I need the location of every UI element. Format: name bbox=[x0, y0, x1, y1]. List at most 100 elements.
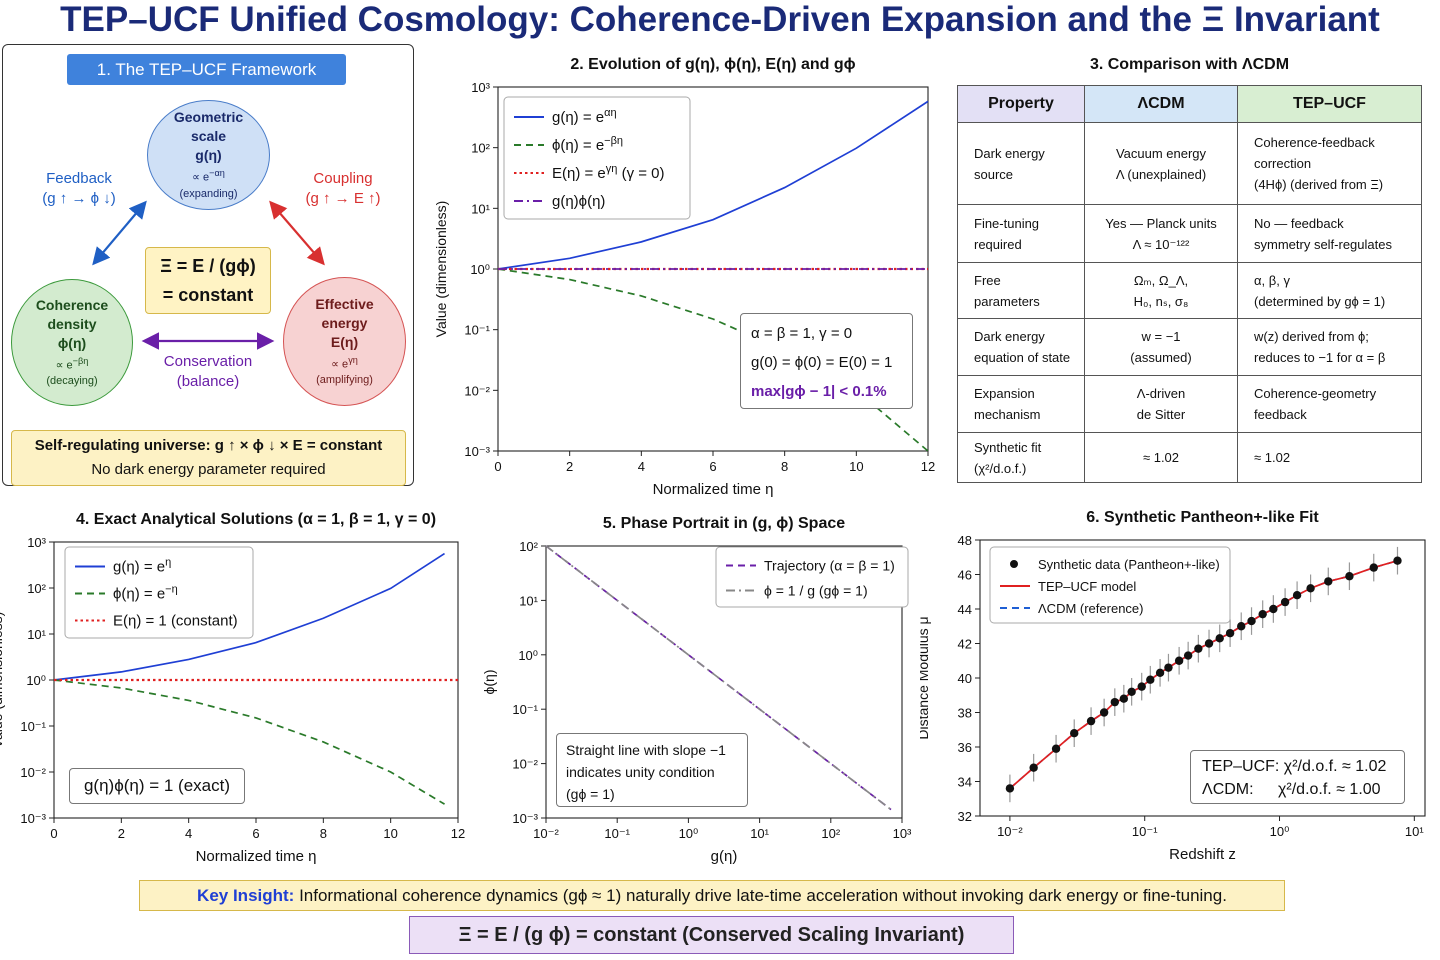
x-tick-label: 8 bbox=[781, 459, 788, 474]
eff-line1: Effective bbox=[315, 295, 374, 312]
table-row: Expansion mechanism Λ-driven de Sitter Coher… bbox=[957, 375, 1422, 433]
x-tick-label: 4 bbox=[185, 826, 192, 841]
fit1-label: TEP–UCF: bbox=[1202, 758, 1280, 775]
legend-box bbox=[64, 546, 254, 639]
legend-box bbox=[503, 96, 691, 220]
chart-title: 5. Phase Portrait in (g, ϕ) Space bbox=[603, 515, 845, 532]
cell-line: de Sitter bbox=[1136, 407, 1186, 422]
data-point bbox=[1280, 597, 1290, 607]
x-tick-label: 10¹ bbox=[750, 826, 769, 841]
coh-line1: Coherence bbox=[35, 296, 109, 313]
x-tick-label: 10³ bbox=[893, 826, 912, 841]
cell-lcdm: Ωₘ, Ω_Λ, H₀, nₛ, σ₈ bbox=[1084, 262, 1238, 319]
x-tick-label: 10¹ bbox=[1405, 824, 1424, 839]
legend-marker bbox=[1010, 560, 1018, 568]
data-point bbox=[1269, 604, 1278, 614]
data-point bbox=[1369, 563, 1378, 572]
y-tick-label: 10⁻³ bbox=[20, 811, 46, 826]
self-regulating-box: Self-regulating universe: g ↑ × ϕ ↓ × E … bbox=[11, 430, 406, 486]
cell-line: Λ (unexplained) bbox=[1115, 166, 1207, 182]
data-point bbox=[1324, 577, 1333, 586]
data-point bbox=[1345, 572, 1354, 581]
cell-line: Dark energy bbox=[974, 329, 1045, 344]
data-point bbox=[1127, 687, 1136, 696]
eff-line5: (amplifying) bbox=[316, 374, 373, 387]
cell-lcdm: Yes — Planck units Λ ≈ 10⁻¹²² bbox=[1084, 204, 1238, 263]
data-point bbox=[1070, 729, 1079, 738]
data-point bbox=[1119, 694, 1129, 703]
evo-annot-1: α = β = 1, γ = 0 bbox=[751, 325, 853, 342]
effective-energy-circle: Effective energy E(η) ∝ eγη (amplifying) bbox=[283, 277, 406, 406]
cell-line: No — feedback bbox=[1254, 215, 1344, 231]
geo-line2: scale bbox=[190, 128, 227, 145]
y-tick-label: 44 bbox=[958, 602, 972, 617]
series-line bbox=[53, 679, 445, 805]
evolution-annotation: α = β = 1, γ = 0 g(0) = ϕ(0) = E(0) = 1 … bbox=[740, 313, 913, 409]
geo-line5: (expanding) bbox=[179, 187, 238, 200]
x-tick-label: 10⁻² bbox=[997, 824, 1023, 839]
y-tick-label: 34 bbox=[958, 775, 972, 790]
y-tick-label: 10⁻² bbox=[20, 765, 46, 780]
y-tick-label: 10² bbox=[471, 141, 490, 156]
series-line bbox=[497, 100, 929, 270]
cell-line: w = −1 bbox=[1141, 329, 1181, 344]
coupling-arrow bbox=[269, 200, 325, 266]
cell-line: (χ²/d.o.f.) bbox=[974, 460, 1027, 476]
legend-label: Trajectory (α = β = 1) bbox=[764, 558, 895, 574]
legend-box bbox=[989, 546, 1231, 624]
th-lcdm: ΛCDM bbox=[1084, 85, 1238, 123]
data-point bbox=[1247, 616, 1256, 626]
eff-line4-sup: γη bbox=[348, 354, 358, 365]
legend-label: g(η) = eη bbox=[113, 557, 171, 576]
legend-label-tail: (γ = 0) bbox=[617, 165, 664, 182]
key-insight-label: Key Insight: bbox=[197, 886, 295, 905]
legend-label-main: g(η)ϕ(η) bbox=[552, 193, 605, 210]
y-tick-label: 10² bbox=[27, 581, 46, 596]
phase-annotation: Straight line with slope −1 indicates un… bbox=[556, 733, 748, 807]
table-row: Dark energy source Vacuum energy Λ (unexpla… bbox=[957, 122, 1422, 205]
y-tick-label: 10¹ bbox=[27, 627, 46, 642]
y-tick-label: 10⁰ bbox=[470, 262, 490, 277]
geo-line1: Geometric bbox=[173, 109, 244, 126]
y-tick-label: 10⁻¹ bbox=[20, 719, 46, 734]
cell-line: Coherence-geometry bbox=[1254, 386, 1377, 401]
conservation-sub: (balance) bbox=[176, 373, 240, 390]
conservation-text: Conservation bbox=[163, 353, 253, 370]
legend-label: E(η) = eγη (γ = 0) bbox=[552, 163, 665, 182]
y-axis-label: Distance Modulus μ bbox=[920, 616, 931, 739]
phase-annot-2: indicates unity condition bbox=[566, 764, 715, 780]
data-point bbox=[1146, 675, 1155, 684]
y-tick-label: 36 bbox=[958, 740, 972, 755]
x-tick-label: 10⁰ bbox=[679, 826, 699, 841]
x-tick-label: 10⁻¹ bbox=[1132, 824, 1158, 839]
cell-line: correction bbox=[1254, 156, 1312, 171]
cell-line: mechanism bbox=[974, 407, 1041, 422]
x-axis-label: Normalized time η bbox=[653, 481, 774, 498]
legend-label: E(η) = 1 (constant) bbox=[113, 613, 238, 630]
fit2-label: ΛCDM: bbox=[1202, 781, 1254, 798]
exact-annotation: g(η)ϕ(η) = 1 (exact) bbox=[69, 768, 245, 804]
cell-line: Ωₘ, Ω_Λ, bbox=[1133, 272, 1189, 288]
data-point bbox=[1204, 639, 1214, 648]
y-axis-label: ϕ(η) bbox=[481, 670, 497, 695]
legend-label-sup: η bbox=[165, 557, 171, 569]
geo-line3: g(η) bbox=[195, 147, 222, 164]
cell-line: w(z) derived from ϕ; bbox=[1254, 329, 1369, 344]
cell-line: Synthetic fit bbox=[974, 439, 1042, 455]
cell-line: Coherence-feedback bbox=[1254, 135, 1375, 150]
y-tick-label: 10² bbox=[519, 539, 538, 554]
x-tick-label: 6 bbox=[709, 459, 716, 474]
cell-line: Dark energy bbox=[974, 145, 1045, 161]
x-axis-label: Normalized time η bbox=[196, 848, 317, 865]
eff-line4: ∝ e bbox=[331, 358, 349, 371]
cell-prop: Free parameters bbox=[957, 262, 1085, 319]
cell-line: ≈ 1.02 bbox=[1254, 450, 1291, 465]
th-property: Property bbox=[957, 85, 1085, 123]
cell-line: H₀, nₛ, σ₈ bbox=[1133, 293, 1189, 309]
y-tick-label: 10¹ bbox=[471, 201, 490, 216]
feedback-arrow bbox=[92, 200, 147, 266]
self-reg-line1: Self-regulating universe: g ↑ × ϕ ↓ × E … bbox=[34, 437, 383, 454]
x-tick-label: 0 bbox=[494, 459, 501, 474]
data-point bbox=[1005, 784, 1015, 793]
coh-line4: ∝ e bbox=[55, 359, 73, 372]
